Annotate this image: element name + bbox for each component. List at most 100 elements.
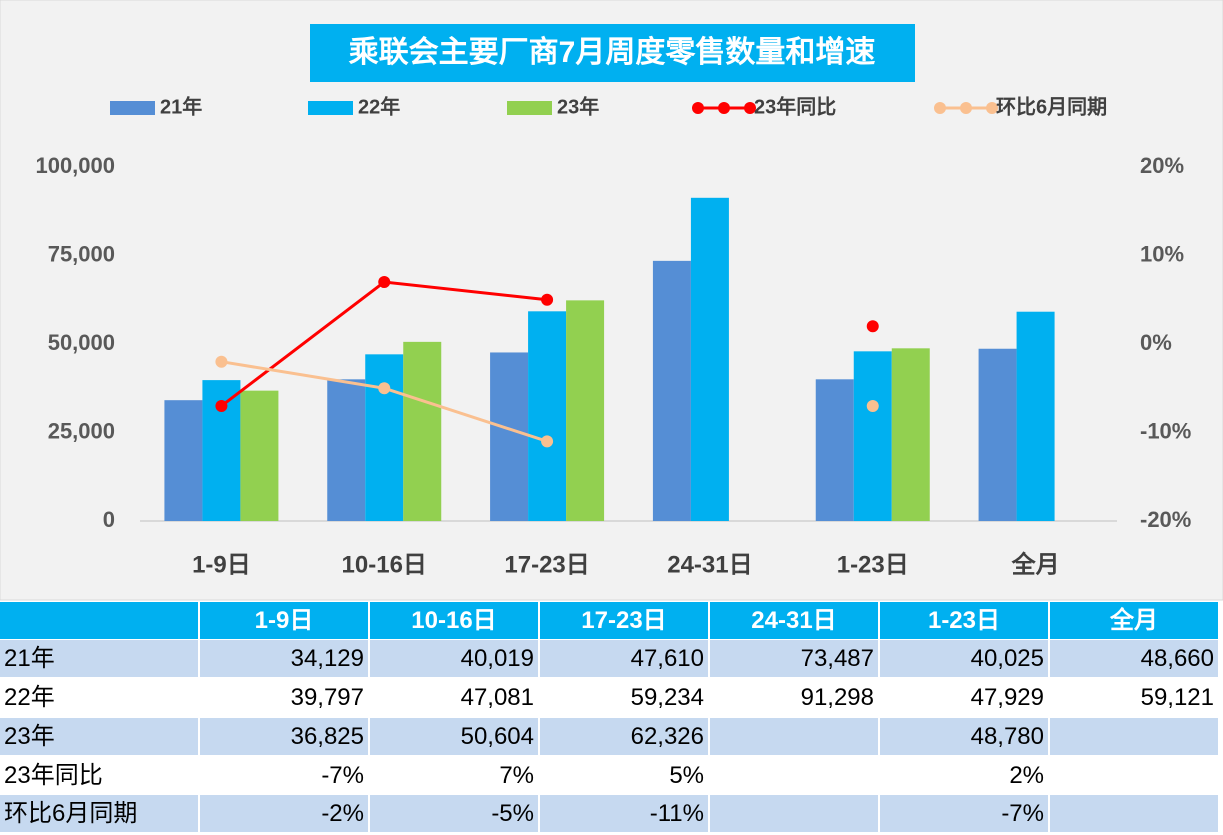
legend-swatch — [110, 101, 155, 115]
table-value: 7% — [499, 762, 534, 789]
table-cell — [880, 718, 1048, 755]
table-value: 40,025 — [971, 645, 1044, 672]
table-cell — [880, 795, 1048, 832]
legend-marker — [718, 102, 730, 114]
table-cell — [540, 718, 708, 755]
table-header: 24-31日 — [751, 607, 836, 634]
table-cell — [200, 679, 368, 716]
table-cell — [200, 718, 368, 755]
table-header: 1-9日 — [255, 607, 314, 634]
table-cell — [710, 757, 878, 794]
table-header-cell — [200, 602, 368, 639]
table-cell — [540, 640, 708, 677]
table-cell — [1050, 757, 1218, 794]
table-cell — [710, 679, 878, 716]
legend-marker — [960, 102, 972, 114]
table-value: 73,487 — [801, 645, 874, 672]
table-cell — [0, 640, 198, 677]
table-cell — [880, 679, 1048, 716]
table-header-cell — [710, 602, 878, 639]
legend-label: 23年同比 — [754, 94, 836, 118]
bar — [164, 400, 203, 521]
table-cell — [370, 795, 538, 832]
y2-tick-label: 0% — [1140, 330, 1172, 355]
legend-marker — [744, 102, 756, 114]
table-value: -11% — [650, 800, 704, 827]
line-marker — [541, 435, 554, 448]
table-value: 59,121 — [1141, 684, 1214, 711]
line-marker — [378, 276, 391, 289]
table-value: 5% — [669, 762, 704, 789]
bar — [891, 348, 930, 521]
table-value: 59,234 — [631, 684, 704, 711]
x-tick-label: 17-23日 — [504, 551, 589, 578]
table-cell — [0, 679, 198, 716]
table-value: -5% — [491, 800, 534, 827]
table-value: 47,929 — [971, 684, 1044, 711]
legend-swatch — [308, 101, 353, 115]
table-row-label: 23年同比 — [4, 762, 103, 789]
table-row-label: 22年 — [4, 684, 55, 711]
y-tick-label: 25,000 — [48, 418, 115, 443]
bar — [978, 348, 1017, 521]
table-cell — [540, 757, 708, 794]
bar — [365, 354, 404, 521]
table-cell — [540, 679, 708, 716]
table-cell — [370, 718, 538, 755]
bar — [403, 341, 442, 521]
table-cell — [710, 795, 878, 832]
x-tick-label: 24-31日 — [667, 551, 752, 578]
line-marker — [866, 399, 879, 412]
table-value: 36,825 — [291, 723, 364, 750]
y-tick-label: 50,000 — [48, 330, 115, 355]
table-header-cell — [1050, 602, 1218, 639]
table-value: -2% — [321, 800, 364, 827]
y-tick-label: 75,000 — [48, 241, 115, 266]
bar — [490, 352, 529, 521]
y2-tick-label: -20% — [1140, 507, 1191, 532]
y-tick-label: 0 — [103, 507, 115, 532]
table-cell — [1050, 679, 1218, 716]
line-marker — [866, 320, 879, 333]
table-cell — [200, 640, 368, 677]
bar — [240, 390, 279, 521]
table-cell — [1050, 795, 1218, 832]
legend-label: 21年 — [160, 94, 202, 118]
table-value: 40,019 — [461, 645, 534, 672]
bar — [815, 379, 854, 521]
table-cell — [200, 795, 368, 832]
table-header-cell — [880, 602, 1048, 639]
legend-marker — [986, 102, 998, 114]
bar — [327, 379, 366, 521]
legend-label: 22年 — [358, 94, 400, 118]
line-marker — [378, 382, 391, 395]
legend-label: 23年 — [557, 94, 599, 118]
line-marker — [541, 293, 554, 306]
table-header-cell — [370, 602, 538, 639]
chart-title: 乘联会主要厂商7月周度零售数量和增速 — [349, 36, 876, 69]
bar — [652, 260, 691, 521]
table-cell — [370, 757, 538, 794]
table-cell — [540, 795, 708, 832]
y2-tick-label: 10% — [1140, 241, 1184, 266]
table-header-cell — [0, 602, 198, 639]
table-cell — [200, 757, 368, 794]
y-tick-label: 100,000 — [35, 153, 115, 178]
table-row-label: 23年 — [4, 723, 55, 750]
table-header: 1-23日 — [928, 607, 1000, 634]
table-header: 10-16日 — [411, 607, 496, 634]
legend-swatch — [507, 101, 552, 115]
table-cell — [880, 757, 1048, 794]
table-value: -7% — [321, 762, 364, 789]
table-cell — [0, 795, 198, 832]
line-marker — [215, 355, 228, 368]
bar — [528, 311, 567, 521]
x-tick-label: 全月 — [1011, 550, 1060, 578]
table-row-label: 21年 — [4, 645, 55, 672]
x-tick-label: 10-16日 — [342, 551, 427, 578]
table-cell — [710, 640, 878, 677]
table-cell — [1050, 640, 1218, 677]
table-cell — [1050, 718, 1218, 755]
bar — [853, 351, 892, 521]
